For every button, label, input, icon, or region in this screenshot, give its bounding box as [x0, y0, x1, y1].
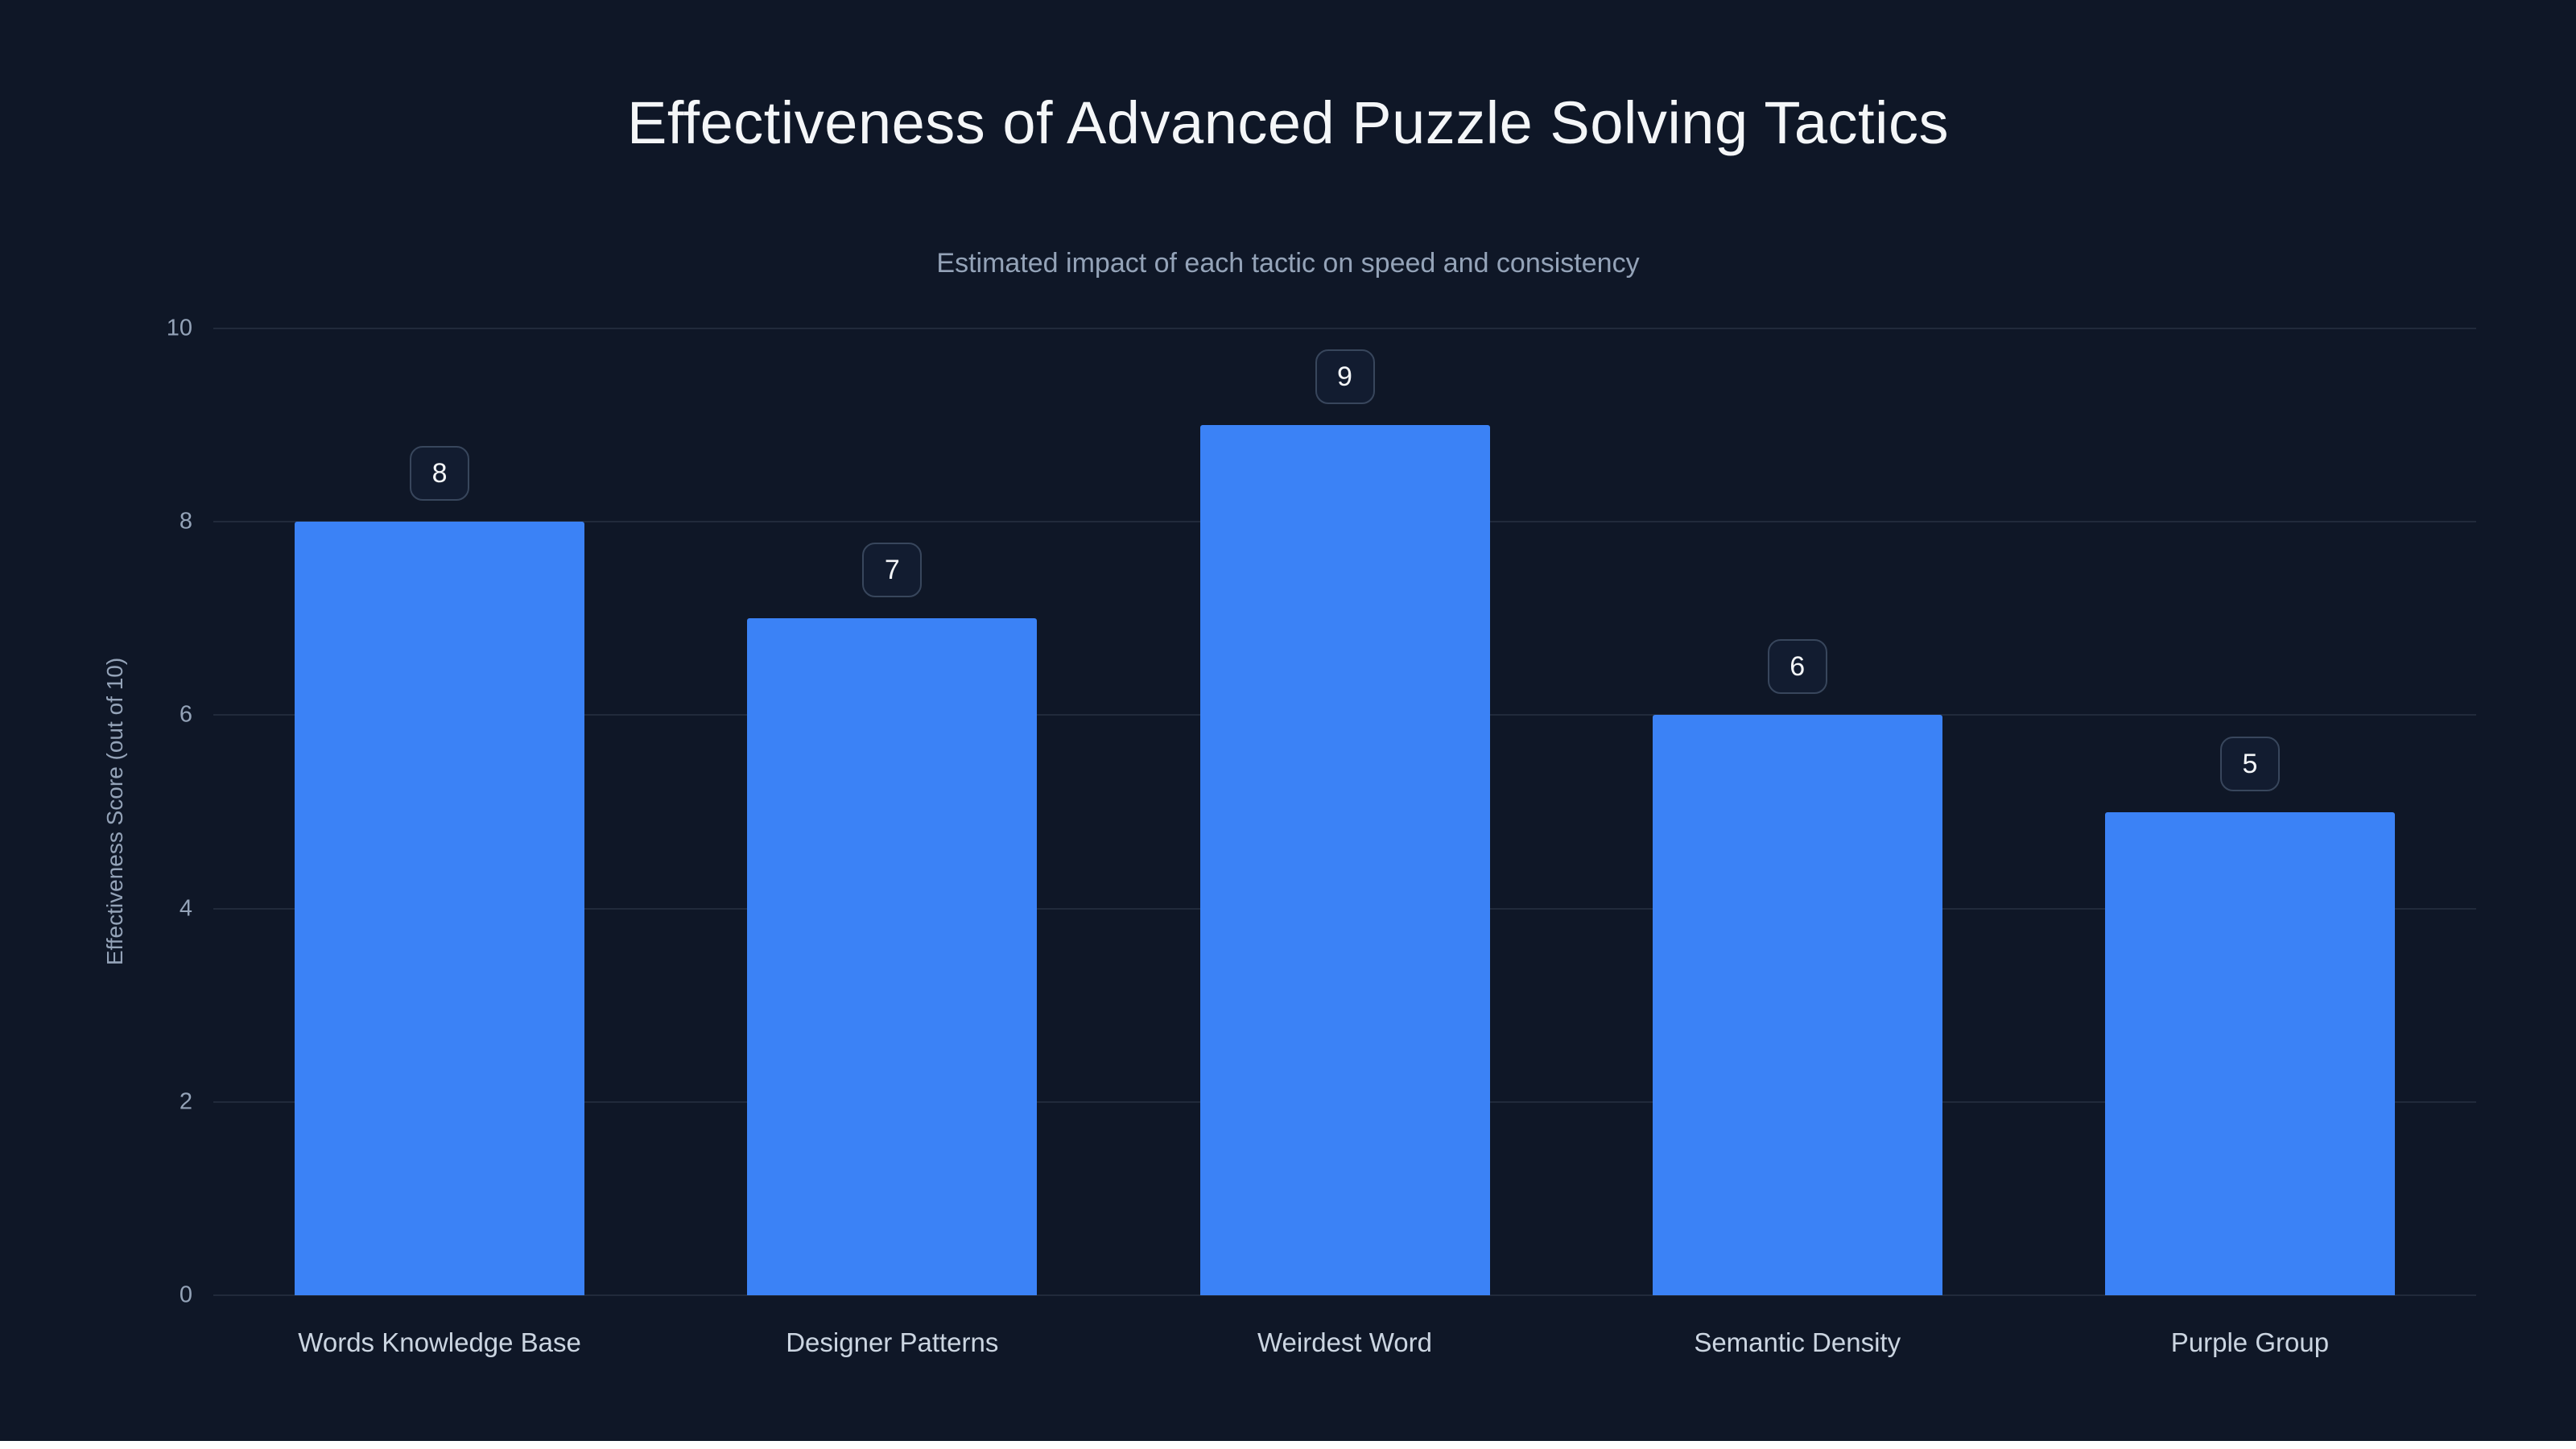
chart-subtitle: Estimated impact of each tactic on speed…	[936, 248, 1640, 279]
x-tick-label: Weirdest Word	[1257, 1327, 1433, 1357]
gridline	[213, 328, 2476, 329]
bar	[747, 618, 1038, 1295]
y-axis-title: Effectiveness Score (out of 10)	[102, 657, 127, 966]
bar-slot: 9 Weirdest Word	[1118, 328, 1571, 1357]
bar	[1199, 425, 1490, 1295]
value-badge: 6	[1767, 639, 1827, 695]
plot-area: 0 2 4 6 8 10 8 Words Knowledge Base 7 Designer Pa…	[167, 316, 2476, 1357]
y-tick-label: 2	[179, 1088, 192, 1115]
x-tick-label: Designer Patterns	[786, 1327, 999, 1357]
value-badge: 8	[410, 446, 470, 502]
value-badge: 5	[2219, 736, 2280, 791]
chart-title: Effectiveness of Advanced Puzzle Solving…	[627, 89, 1949, 156]
bar-slot: 5 Purple Group	[2024, 328, 2476, 1357]
x-tick-label: Words Knowledge Base	[298, 1327, 581, 1357]
bars-row: 8 Words Knowledge Base 7 Designer Patterns 9…	[213, 328, 2476, 1357]
y-tick-label: 10	[166, 315, 192, 341]
bar-slot: 7 Designer Patterns	[666, 328, 1118, 1357]
bottom-strip	[0, 1441, 2576, 1449]
x-tick-label: Semantic Density	[1694, 1327, 1901, 1357]
x-tick-label: Purple Group	[2170, 1327, 2330, 1357]
value-badge: 9	[1315, 349, 1375, 405]
y-tick-label: 8	[179, 508, 192, 535]
bar	[2104, 811, 2395, 1295]
value-badge: 7	[862, 543, 923, 598]
bar	[295, 522, 585, 1295]
bar	[1652, 715, 1942, 1295]
bar-slot: 8 Words Knowledge Base	[213, 328, 666, 1357]
y-tick-label: 0	[179, 1282, 192, 1308]
bar-slot: 6 Semantic Density	[1571, 328, 2024, 1357]
y-tick-label: 4	[179, 895, 192, 922]
y-tick-label: 6	[179, 701, 192, 728]
gridline	[213, 1294, 2476, 1296]
